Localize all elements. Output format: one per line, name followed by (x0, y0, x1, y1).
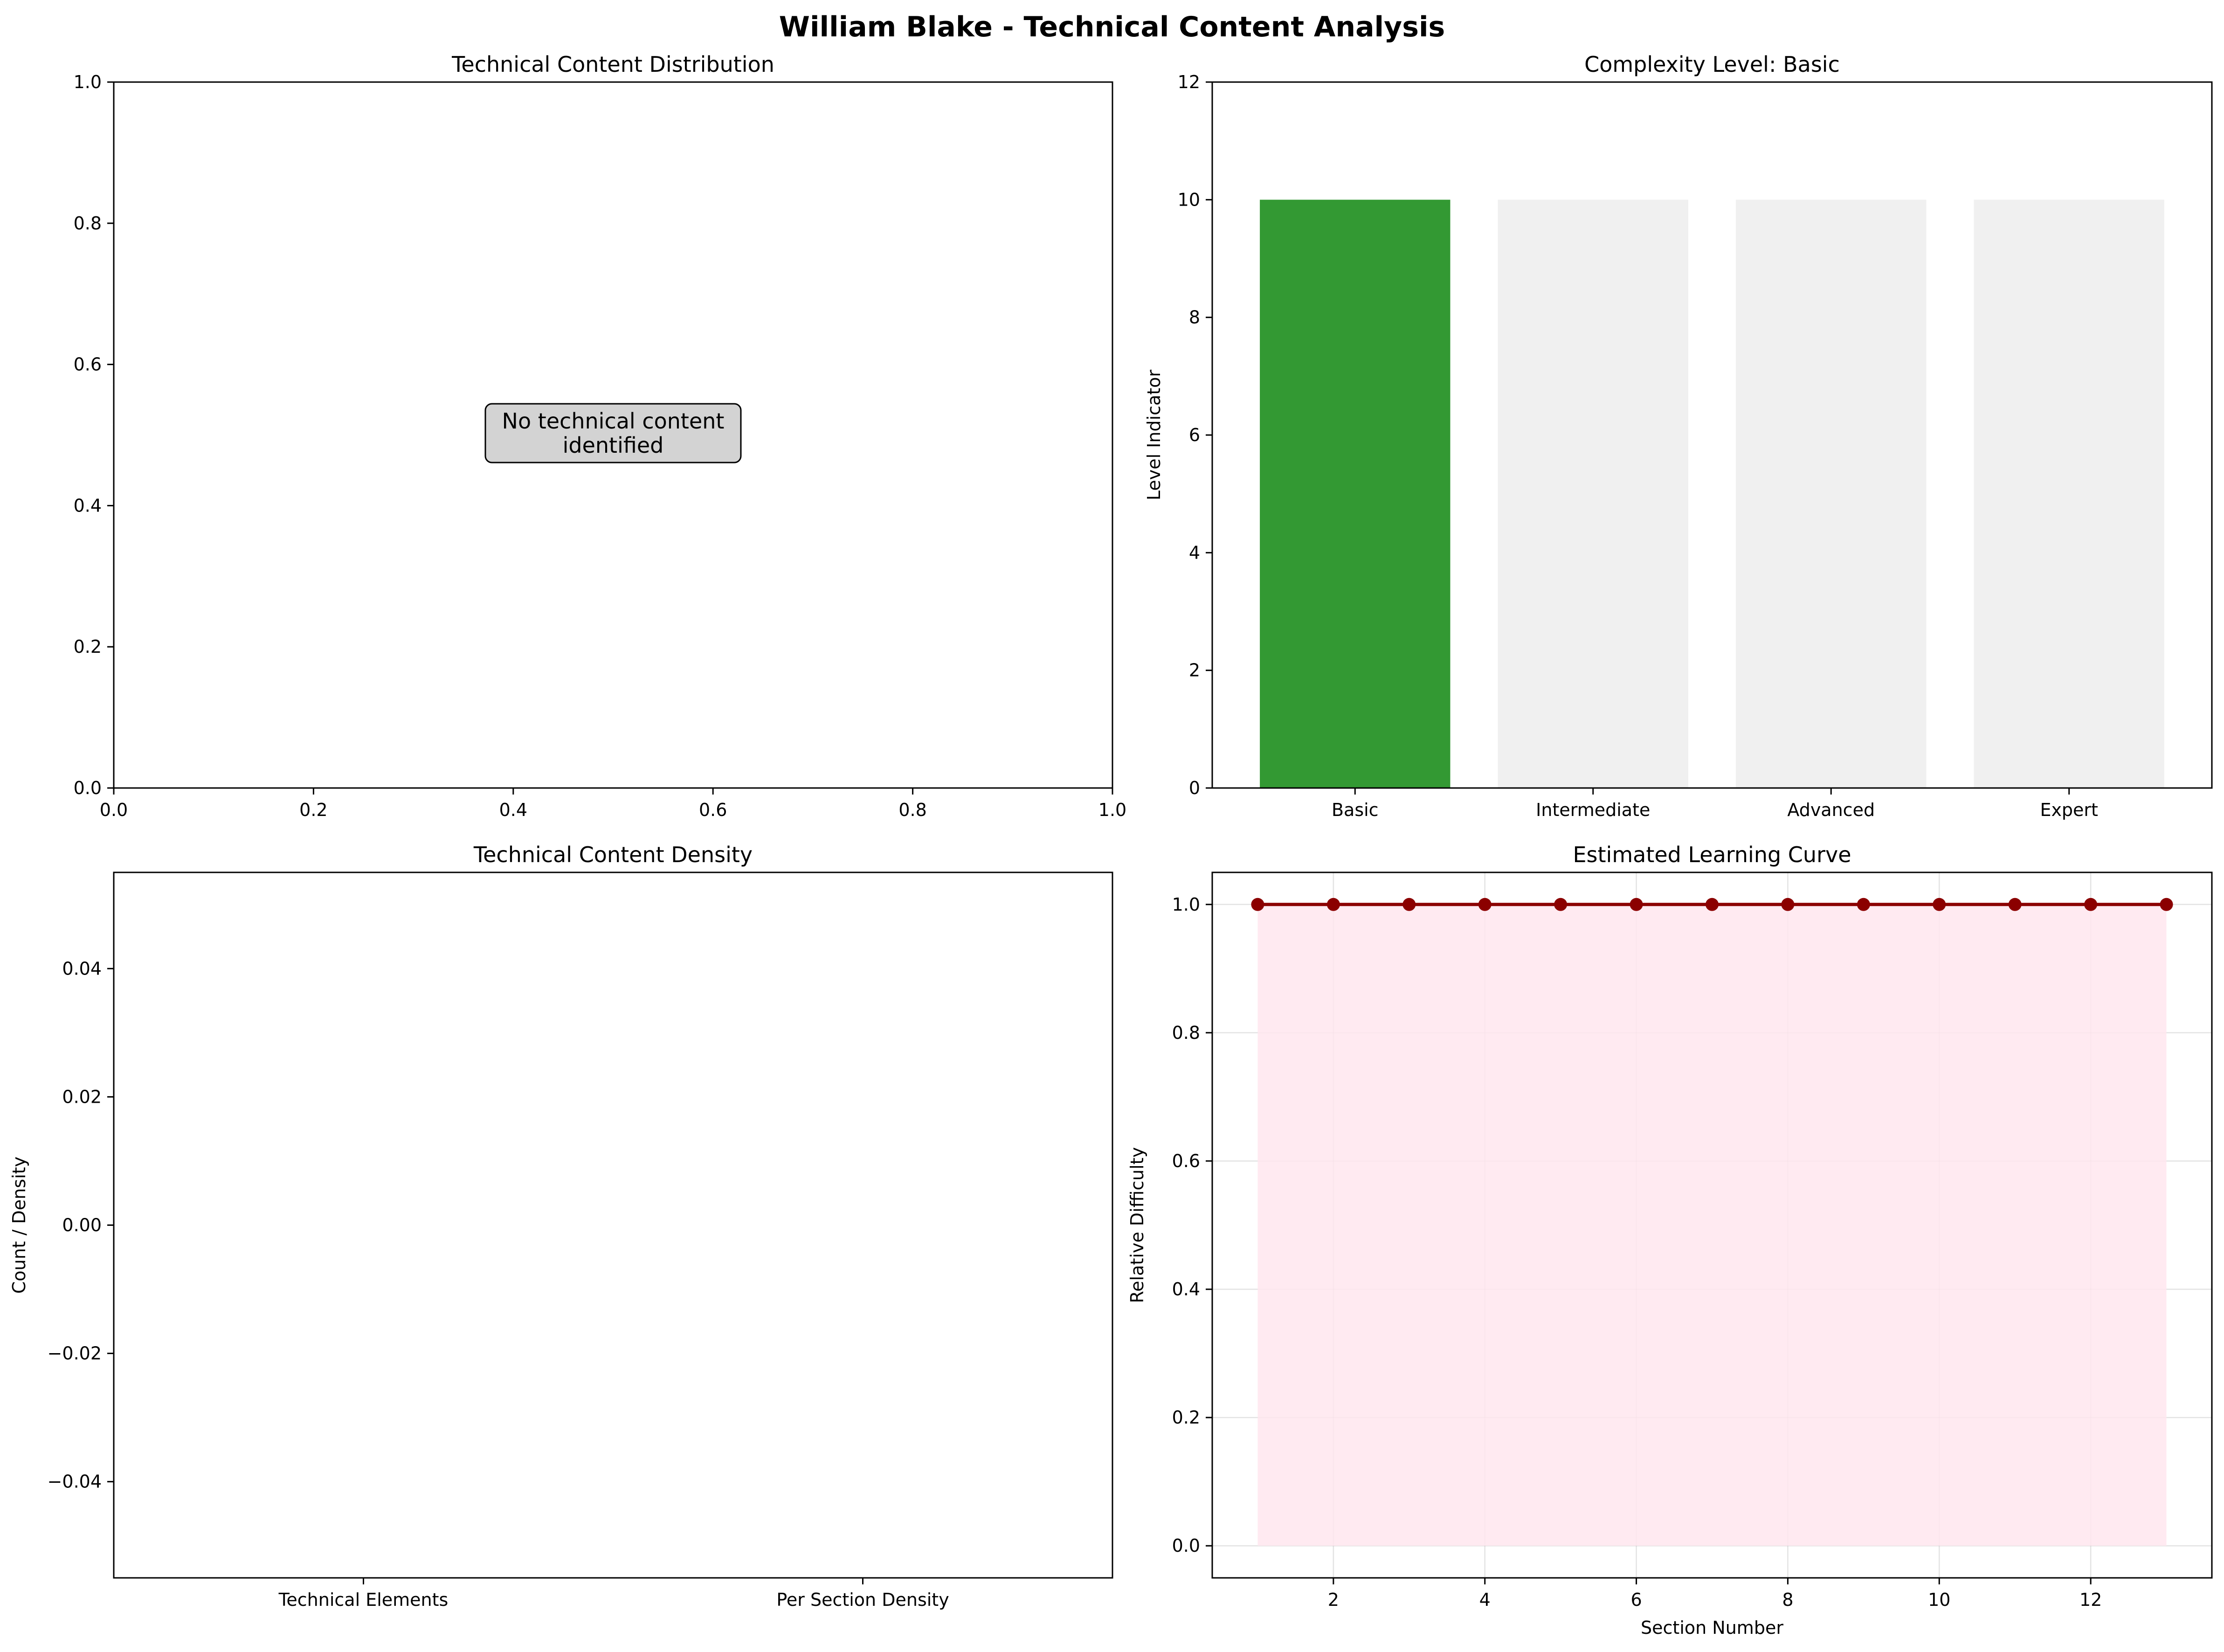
curve-point (2160, 898, 2173, 911)
y-tick-label: 0.2 (1172, 1407, 1200, 1428)
panel-learning-curve: Estimated Learning Curve 2 4 6 8 10 12 0.0 0.2 0.… (1127, 842, 2213, 1638)
y-axis-label: Count / Density (9, 1156, 29, 1293)
y-tick-label: 4 (1189, 542, 1200, 563)
y-tick-label: 0.04 (62, 958, 102, 979)
y-tick-label: 0.4 (1172, 1279, 1200, 1299)
panel-content-distribution: Technical Content Distribution 0.0 0.2 0.4 0… (74, 52, 1127, 820)
y-tick-label: 0.00 (62, 1215, 102, 1236)
curve-point (1781, 898, 1795, 911)
curve-point (1933, 898, 1946, 911)
panel-title: Technical Content Density (473, 842, 753, 867)
axes-frame (113, 871, 1113, 1579)
curve-point (1706, 898, 1719, 911)
x-tick-label: 8 (1782, 1590, 1793, 1610)
x-tick-label: Basic (1332, 800, 1379, 820)
curve-point (2008, 898, 2022, 911)
x-tick-label: 0.6 (699, 800, 727, 820)
y-tick-label: 12 (1178, 72, 1200, 92)
annotation-text: No technical content (502, 408, 725, 434)
curve-point (1554, 898, 1568, 911)
x-tick-label: Expert (2040, 800, 2098, 820)
y-tick-label: −0.02 (48, 1343, 102, 1364)
y-tick-label: 10 (1178, 189, 1200, 210)
x-tick-label: 6 (1630, 1590, 1642, 1610)
y-tick-label: 0.02 (62, 1086, 102, 1107)
y-tick-label: 2 (1189, 660, 1200, 681)
x-axis-label: Section Number (1641, 1617, 1783, 1638)
curve-point (2084, 898, 2098, 911)
panel-title: Complexity Level: Basic (1584, 52, 1840, 77)
x-tick-label: 0.2 (299, 800, 327, 820)
curve-point (1251, 898, 1264, 911)
x-tick-label: Intermediate (1536, 800, 1650, 820)
axes-frame (1211, 81, 2213, 789)
y-tick-label: 1.0 (74, 72, 102, 92)
x-tick-label: Technical Elements (278, 1590, 449, 1610)
axes-frame (1211, 871, 2213, 1579)
panel-content-density: Technical Content Density Technical Eleme… (9, 842, 1113, 1610)
bar-expert (1974, 200, 2164, 788)
annotation-box (484, 403, 742, 463)
y-tick-label: 0.6 (74, 354, 102, 375)
x-tick-label: 10 (1928, 1590, 1950, 1610)
x-tick-label: 0.0 (100, 800, 128, 820)
curve-point (1326, 898, 1340, 911)
y-tick-label: 0.0 (1172, 1535, 1200, 1556)
y-tick-label: −0.04 (48, 1472, 102, 1492)
annotation-text: identified (563, 433, 664, 458)
bar-intermediate (1498, 200, 1688, 788)
panel-complexity-level: Complexity Level: Basic Basic Intermediate… (1144, 52, 2213, 820)
x-tick-label: 4 (1479, 1590, 1491, 1610)
panel-title: Technical Content Distribution (451, 52, 774, 77)
axes-frame (113, 81, 1113, 789)
curve-point (1630, 898, 1643, 911)
curve-point (1857, 898, 1870, 911)
y-tick-label: 0.8 (1172, 1023, 1200, 1043)
y-tick-label: 0.2 (74, 636, 102, 657)
x-tick-label: 12 (2079, 1590, 2102, 1610)
figure-title: William Blake - Technical Content Analys… (779, 11, 1445, 43)
curve-point (1402, 898, 1416, 911)
curve-fill-area (1257, 904, 2167, 1546)
y-tick-label: 1.0 (1172, 894, 1200, 915)
y-tick-label: 8 (1189, 307, 1200, 328)
y-tick-label: 0.0 (74, 778, 102, 798)
y-tick-label: 6 (1189, 425, 1200, 445)
y-tick-label: 0.8 (74, 213, 102, 234)
x-tick-label: 1.0 (1098, 800, 1126, 820)
bar-advanced (1736, 200, 1927, 788)
y-tick-label: 0.4 (74, 495, 102, 516)
x-tick-label: 0.8 (898, 800, 926, 820)
x-tick-label: Advanced (1787, 800, 1875, 820)
x-tick-label: 2 (1328, 1590, 1339, 1610)
panel-title: Estimated Learning Curve (1573, 842, 1851, 867)
bar-basic (1260, 200, 1450, 788)
y-tick-label: 0 (1189, 778, 1200, 798)
y-axis-label: Relative Difficulty (1127, 1147, 1147, 1303)
y-axis-label: Level Indicator (1144, 369, 1164, 500)
x-tick-label: 0.4 (499, 800, 527, 820)
x-tick-label: Per Section Density (776, 1590, 949, 1610)
curve-point (1478, 898, 1492, 911)
y-tick-label: 0.6 (1172, 1151, 1200, 1171)
